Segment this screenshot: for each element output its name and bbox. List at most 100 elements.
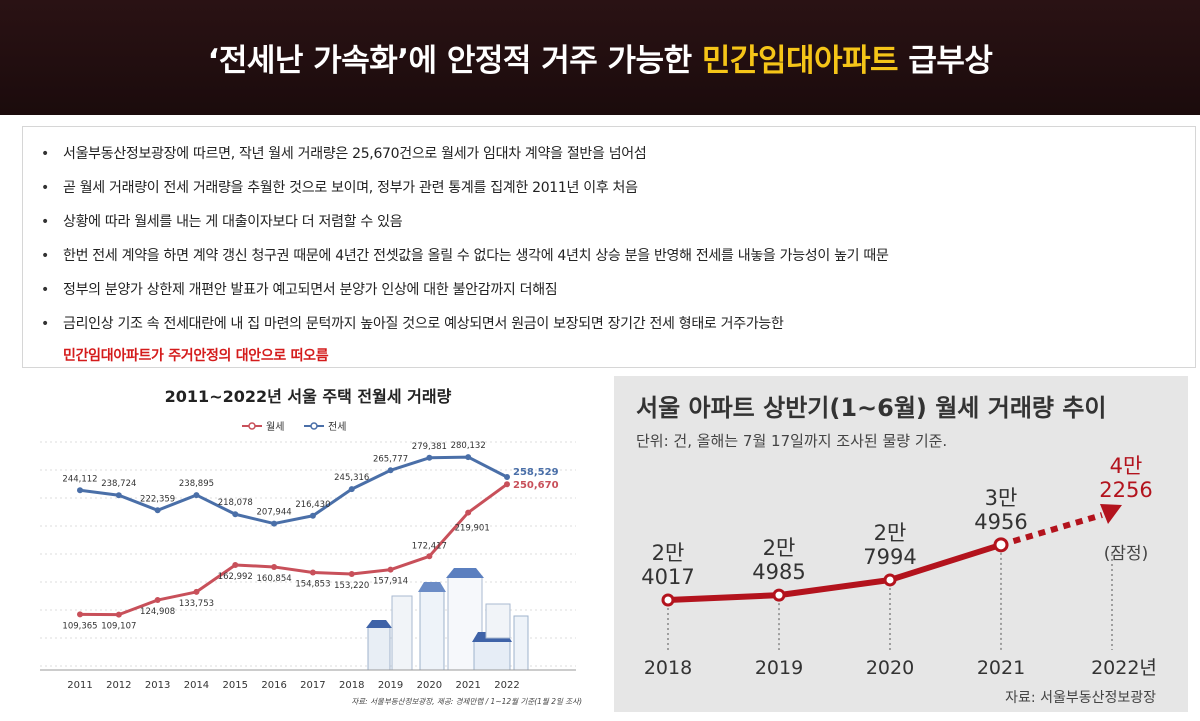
arrowhead bbox=[1100, 504, 1122, 524]
data-label-jeonse: 218,078 bbox=[218, 498, 253, 508]
point-wolse bbox=[154, 597, 161, 604]
bullet-item: 서울부동산정보광장에 따르면, 작년 월세 거래량은 25,670건으로 월세가… bbox=[35, 137, 1183, 171]
data-label-jeonse: 216,430 bbox=[295, 500, 330, 510]
series-line-projected bbox=[1000, 512, 1103, 548]
point-jeonse bbox=[271, 520, 278, 527]
point-jeonse bbox=[465, 454, 472, 461]
building-illustration bbox=[367, 625, 391, 671]
point-jeonse bbox=[77, 487, 83, 494]
building-roof bbox=[446, 568, 484, 578]
point-wolse bbox=[387, 566, 394, 573]
point-jeonse bbox=[232, 511, 239, 518]
point-wolse bbox=[115, 611, 122, 618]
x-tick-label: 2020 bbox=[417, 680, 442, 691]
data-label-top: 2만 bbox=[652, 541, 685, 565]
data-label-wolse: 219,901 bbox=[455, 524, 490, 534]
data-label-wolse: 109,107 bbox=[101, 622, 136, 632]
right-chart-source: 자료: 서울부동산정보광장 bbox=[1005, 690, 1156, 706]
left-chart-series bbox=[77, 454, 510, 618]
x-tick-label: 2014 bbox=[184, 680, 209, 691]
point-jeonse bbox=[387, 467, 394, 474]
left-chart-legend: 월세 전세 bbox=[242, 421, 346, 433]
data-label-jeonse: 244,112 bbox=[62, 474, 97, 484]
data-point bbox=[772, 588, 786, 602]
series-line-wolse bbox=[79, 483, 508, 617]
data-label-wolse: 109,365 bbox=[62, 621, 97, 631]
x-tick-label: 2018 bbox=[644, 657, 692, 679]
left-chart-panel: 2011~2022년 서울 주택 전월세 거래량 월세 전세 109,365 10… bbox=[30, 378, 586, 712]
point-jeonse bbox=[426, 454, 433, 461]
x-tick-label: 2021 bbox=[455, 680, 480, 691]
point-jeonse bbox=[504, 473, 510, 480]
point-wolse bbox=[504, 481, 510, 488]
data-label-jeonse: 238,895 bbox=[179, 479, 214, 489]
bullet-list: 서울부동산정보광장에 따르면, 작년 월세 거래량은 25,670건으로 월세가… bbox=[35, 137, 1183, 341]
right-chart-annotation: (잠정) bbox=[1104, 544, 1149, 564]
right-chart-panel: 서울 아파트 상반기(1~6월) 월세 거래량 추이 단위: 건, 올해는 7월… bbox=[614, 376, 1188, 712]
x-tick-label: 2019 bbox=[755, 657, 803, 679]
right-chart-subtitle: 단위: 건, 올해는 7월 17일까지 조사된 물량 기준. bbox=[636, 432, 947, 450]
title-highlight: 민간임대아파트 bbox=[701, 43, 899, 79]
point-jeonse bbox=[115, 492, 122, 499]
right-chart-series bbox=[661, 504, 1122, 607]
right-chart-x-ticks: 2018 2019 2020 2021 2022년 bbox=[644, 657, 1157, 679]
data-label-wolse: 162,992 bbox=[218, 572, 253, 582]
data-label-wolse: 153,220 bbox=[334, 581, 369, 591]
point-wolse bbox=[77, 611, 83, 618]
bullet-item: 상황에 따라 월세를 내는 게 대출이자보다 더 저렴할 수 있음 bbox=[35, 205, 1183, 239]
data-label-wolse: 154,853 bbox=[295, 579, 330, 589]
data-label-bottom: 2256 bbox=[1099, 478, 1152, 502]
x-tick-label: 2013 bbox=[145, 680, 170, 691]
point-wolse bbox=[465, 509, 472, 516]
data-label-bottom: 7994 bbox=[863, 545, 916, 569]
data-label-bottom: 4017 bbox=[641, 565, 694, 589]
data-label-bottom: 4985 bbox=[752, 560, 805, 584]
data-label-wolse: 160,854 bbox=[257, 574, 292, 584]
building-illustration bbox=[473, 639, 511, 671]
data-label-wolse: 124,908 bbox=[140, 607, 175, 617]
data-label-top: 2만 bbox=[874, 521, 907, 545]
title-banner: ‘전세난 가속화’에 안정적 거주 가능한 민간임대아파트 급부상 bbox=[0, 0, 1200, 115]
data-label-jeonse: 265,777 bbox=[373, 454, 408, 464]
building-illustration bbox=[419, 589, 445, 671]
data-label-jeonse: 207,944 bbox=[257, 508, 292, 518]
building-illustration bbox=[485, 603, 511, 639]
point-jeonse bbox=[193, 492, 200, 499]
series-line-solid bbox=[665, 541, 1004, 603]
bullet-item: 곧 월세 거래량이 전세 거래량을 추월한 것으로 보이며, 정부가 관련 통계… bbox=[35, 171, 1183, 205]
series-line-jeonse bbox=[79, 455, 508, 526]
left-chart-buildings bbox=[366, 568, 529, 671]
data-label-wolse: 172,417 bbox=[412, 541, 447, 551]
legend-jeonse-marker bbox=[310, 422, 318, 430]
building-roof bbox=[366, 620, 392, 628]
point-wolse bbox=[309, 569, 316, 576]
bullet-item: 정부의 분양가 상한제 개편안 발표가 예고되면서 분양가 인상에 대한 불안감… bbox=[35, 273, 1183, 307]
x-tick-label: 2015 bbox=[223, 680, 248, 691]
legend-wolse-marker bbox=[248, 422, 256, 430]
x-tick-label: 2021 bbox=[977, 657, 1025, 679]
data-label-wolse: 250,670 bbox=[513, 480, 559, 491]
page-title: ‘전세난 가속화’에 안정적 거주 가능한 민간임대아파트 급부상 bbox=[208, 35, 993, 80]
x-tick-label: 2016 bbox=[261, 680, 286, 691]
right-line-chart: 서울 아파트 상반기(1~6월) 월세 거래량 추이 단위: 건, 올해는 7월… bbox=[614, 376, 1188, 712]
data-label-jeonse: 238,724 bbox=[101, 479, 136, 489]
left-chart-title: 2011~2022년 서울 주택 전월세 거래량 bbox=[165, 387, 452, 406]
building-roof bbox=[418, 582, 446, 592]
point-jeonse bbox=[154, 507, 161, 514]
data-label-jeonse: 222,359 bbox=[140, 494, 175, 504]
x-tick-label: 2019 bbox=[378, 680, 403, 691]
left-chart-data-labels: 109,365 109,107 124,908 133,753 162,992 160,8… bbox=[62, 441, 558, 632]
x-tick-label: 2011 bbox=[67, 680, 92, 691]
point-wolse bbox=[193, 588, 200, 595]
data-label-jeonse: 279,381 bbox=[412, 442, 447, 452]
summary-box: 서울부동산정보광장에 따르면, 작년 월세 거래량은 25,670건으로 월세가… bbox=[22, 126, 1196, 368]
data-label-top: 2만 bbox=[763, 536, 796, 560]
point-wolse bbox=[271, 563, 278, 570]
title-text: ‘전세난 가속화’에 안정적 거주 가능한 bbox=[207, 43, 702, 79]
left-line-chart: 2011~2022년 서울 주택 전월세 거래량 월세 전세 109,365 10… bbox=[30, 378, 586, 712]
point-wolse bbox=[426, 553, 433, 560]
title-text-end: 급부상 bbox=[898, 43, 993, 79]
data-label-wolse: 133,753 bbox=[179, 599, 214, 609]
legend-jeonse-label: 전세 bbox=[328, 421, 346, 433]
